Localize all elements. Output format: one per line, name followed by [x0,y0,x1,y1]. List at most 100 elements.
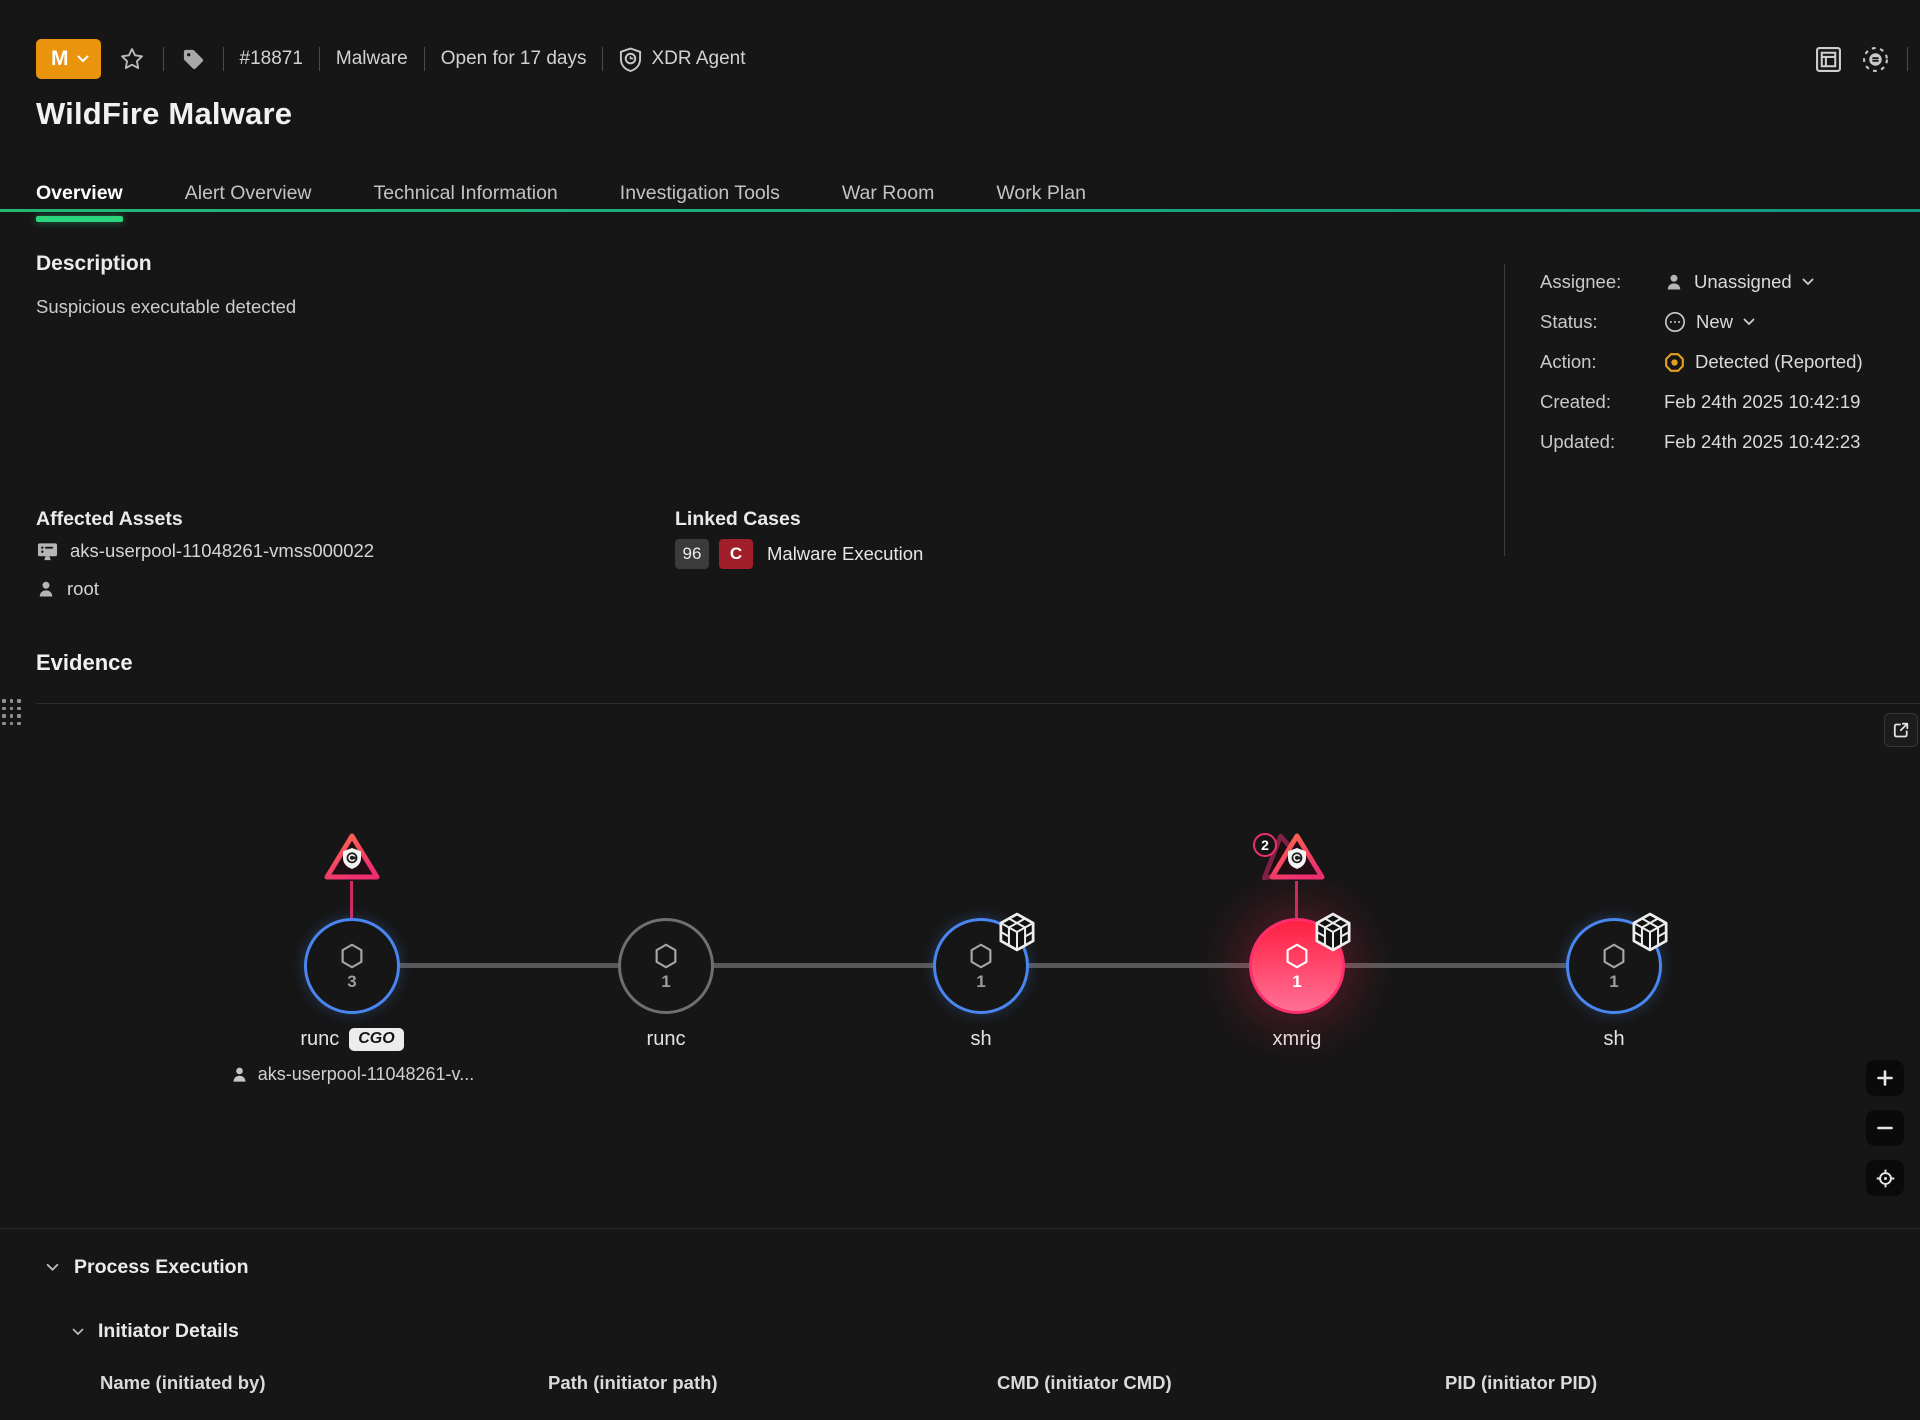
initiator-details-toggle[interactable]: Initiator Details [72,1320,239,1343]
chevron-down-icon [1802,278,1814,286]
action-value: Detected (Reported) [1695,351,1863,372]
evidence-bottom-divider [0,1228,1920,1229]
alert-triangle-icon[interactable] [1267,831,1327,883]
host-icon [37,542,58,560]
tab-alert-overview[interactable]: Alert Overview [185,182,312,225]
tab-work-plan[interactable]: Work Plan [996,182,1086,225]
process-node-runc-cgo[interactable]: 3 [304,918,400,1014]
details-divider [1504,264,1505,556]
tag-button[interactable] [180,46,207,73]
node-host-row[interactable]: aks-userpool-11048261-v... [192,1064,512,1085]
plus-icon [1877,1070,1893,1086]
page-title: WildFire Malware [36,96,293,131]
assignee-label: Assignee: [1540,271,1622,292]
details-panel: Assignee: Unassigned Status: New Action:… [1540,262,1910,462]
process-node-runc[interactable]: 1 [618,918,714,1014]
process-node-sh-1[interactable]: 1 [933,918,1029,1014]
zoom-in-button[interactable] [1866,1060,1904,1096]
expand-evidence-button[interactable] [1884,713,1918,747]
cgo-badge: CGO [349,1028,404,1051]
created-row: Created: Feb 24th 2025 10:42:19 [1540,382,1910,422]
divider [318,47,320,71]
node-label-group: runc [546,1028,786,1051]
fit-view-button[interactable] [1866,1160,1904,1196]
severity-dropdown[interactable]: M [36,39,101,79]
crosshair-icon [1876,1169,1894,1187]
zoom-out-button[interactable] [1866,1110,1904,1146]
linked-case-severity-badge: C [719,539,753,569]
xdr-agent-chip[interactable]: XDR Agent [619,46,746,72]
container-cube-icon [1632,912,1668,952]
node-label-group: xmrig [1177,1028,1417,1051]
alert-connector [1295,881,1298,920]
process-hexagon-icon [341,943,363,968]
action-label: Action: [1540,351,1597,372]
created-value: Feb 24th 2025 10:42:19 [1664,391,1861,412]
tab-technical-information[interactable]: Technical Information [374,182,558,225]
action-row: Action: Detected (Reported) [1540,342,1910,382]
node-label: runc [300,1028,340,1050]
tab-overview[interactable]: Overview [36,182,123,225]
tab-war-room[interactable]: War Room [842,182,934,225]
xdr-agent-label: XDR Agent [651,48,746,69]
status-label: Status: [1540,311,1598,332]
linked-case-count-badge: 96 [675,539,709,569]
shield-icon [620,46,642,72]
created-label: Created: [1540,391,1611,412]
focus-view-button[interactable] [1860,44,1891,75]
affected-host[interactable]: aks-userpool-11048261-vmss000022 [36,540,374,562]
assignee-row: Assignee: Unassigned [1540,262,1910,302]
process-execution-heading: Process Execution [74,1256,249,1278]
child-count: 1 [661,971,671,991]
divider [423,47,425,71]
layout-panel-button[interactable] [1813,44,1844,75]
affected-host-name: aks-userpool-11048261-vmss000022 [70,540,375,561]
open-duration: Open for 17 days [440,48,587,69]
process-tree-graph: 3 runc CGO aks-userpool-11048261-v... 1 … [0,704,1920,1228]
process-hexagon-icon [970,943,992,968]
affected-user[interactable]: root [36,578,99,600]
child-count: 1 [1609,971,1619,991]
detected-octagon-icon [1665,352,1684,372]
drag-handle-icon[interactable] [2,699,21,725]
severity-badge: M [51,47,69,70]
divider [222,47,224,71]
node-label: runc [646,1028,686,1050]
action-value-group: Detected (Reported) [1664,351,1863,373]
topbar: M #18871 Malware Open for 17 days XDR Ag… [36,36,1908,82]
assignee-dropdown[interactable]: Unassigned [1664,271,1814,293]
child-count: 1 [976,971,986,991]
tag-icon [183,49,203,69]
alert-triangle-icon[interactable] [322,831,382,883]
layout-panel-icon [1816,46,1841,72]
node-label-group: sh [1494,1028,1734,1051]
node-label: sh [1603,1028,1625,1050]
process-execution-toggle[interactable]: Process Execution [46,1256,249,1279]
person-icon [233,1067,246,1082]
focus-view-icon [1863,46,1888,72]
person-icon [1667,274,1681,290]
process-hexagon-icon [1286,943,1308,968]
column-header-name: Name (initiated by) [100,1372,266,1393]
column-header-pid: PID (initiator PID) [1445,1372,1598,1393]
node-label: sh [970,1028,992,1050]
child-count: 3 [347,971,357,991]
initiator-details-heading: Initiator Details [98,1320,239,1342]
evidence-divider [36,703,1920,704]
tabs-underline [0,209,1920,212]
chevron-down-icon [72,1328,84,1335]
divider [162,47,164,71]
node-label-group: runc CGO [232,1028,472,1051]
case-category: Malware [335,48,408,69]
linked-case-item[interactable]: 96 C Malware Execution [675,539,923,569]
chevron-down-icon [46,1263,59,1271]
star-button[interactable] [117,44,147,74]
tab-investigation-tools[interactable]: Investigation Tools [620,182,780,225]
node-label-group: sh [861,1028,1101,1051]
updated-label: Updated: [1540,431,1616,452]
divider [602,47,604,71]
status-dropdown[interactable]: New [1664,311,1755,333]
divider [1907,47,1908,71]
affected-assets-heading: Affected Assets [36,508,183,530]
description-text: Suspicious executable detected [36,296,297,317]
